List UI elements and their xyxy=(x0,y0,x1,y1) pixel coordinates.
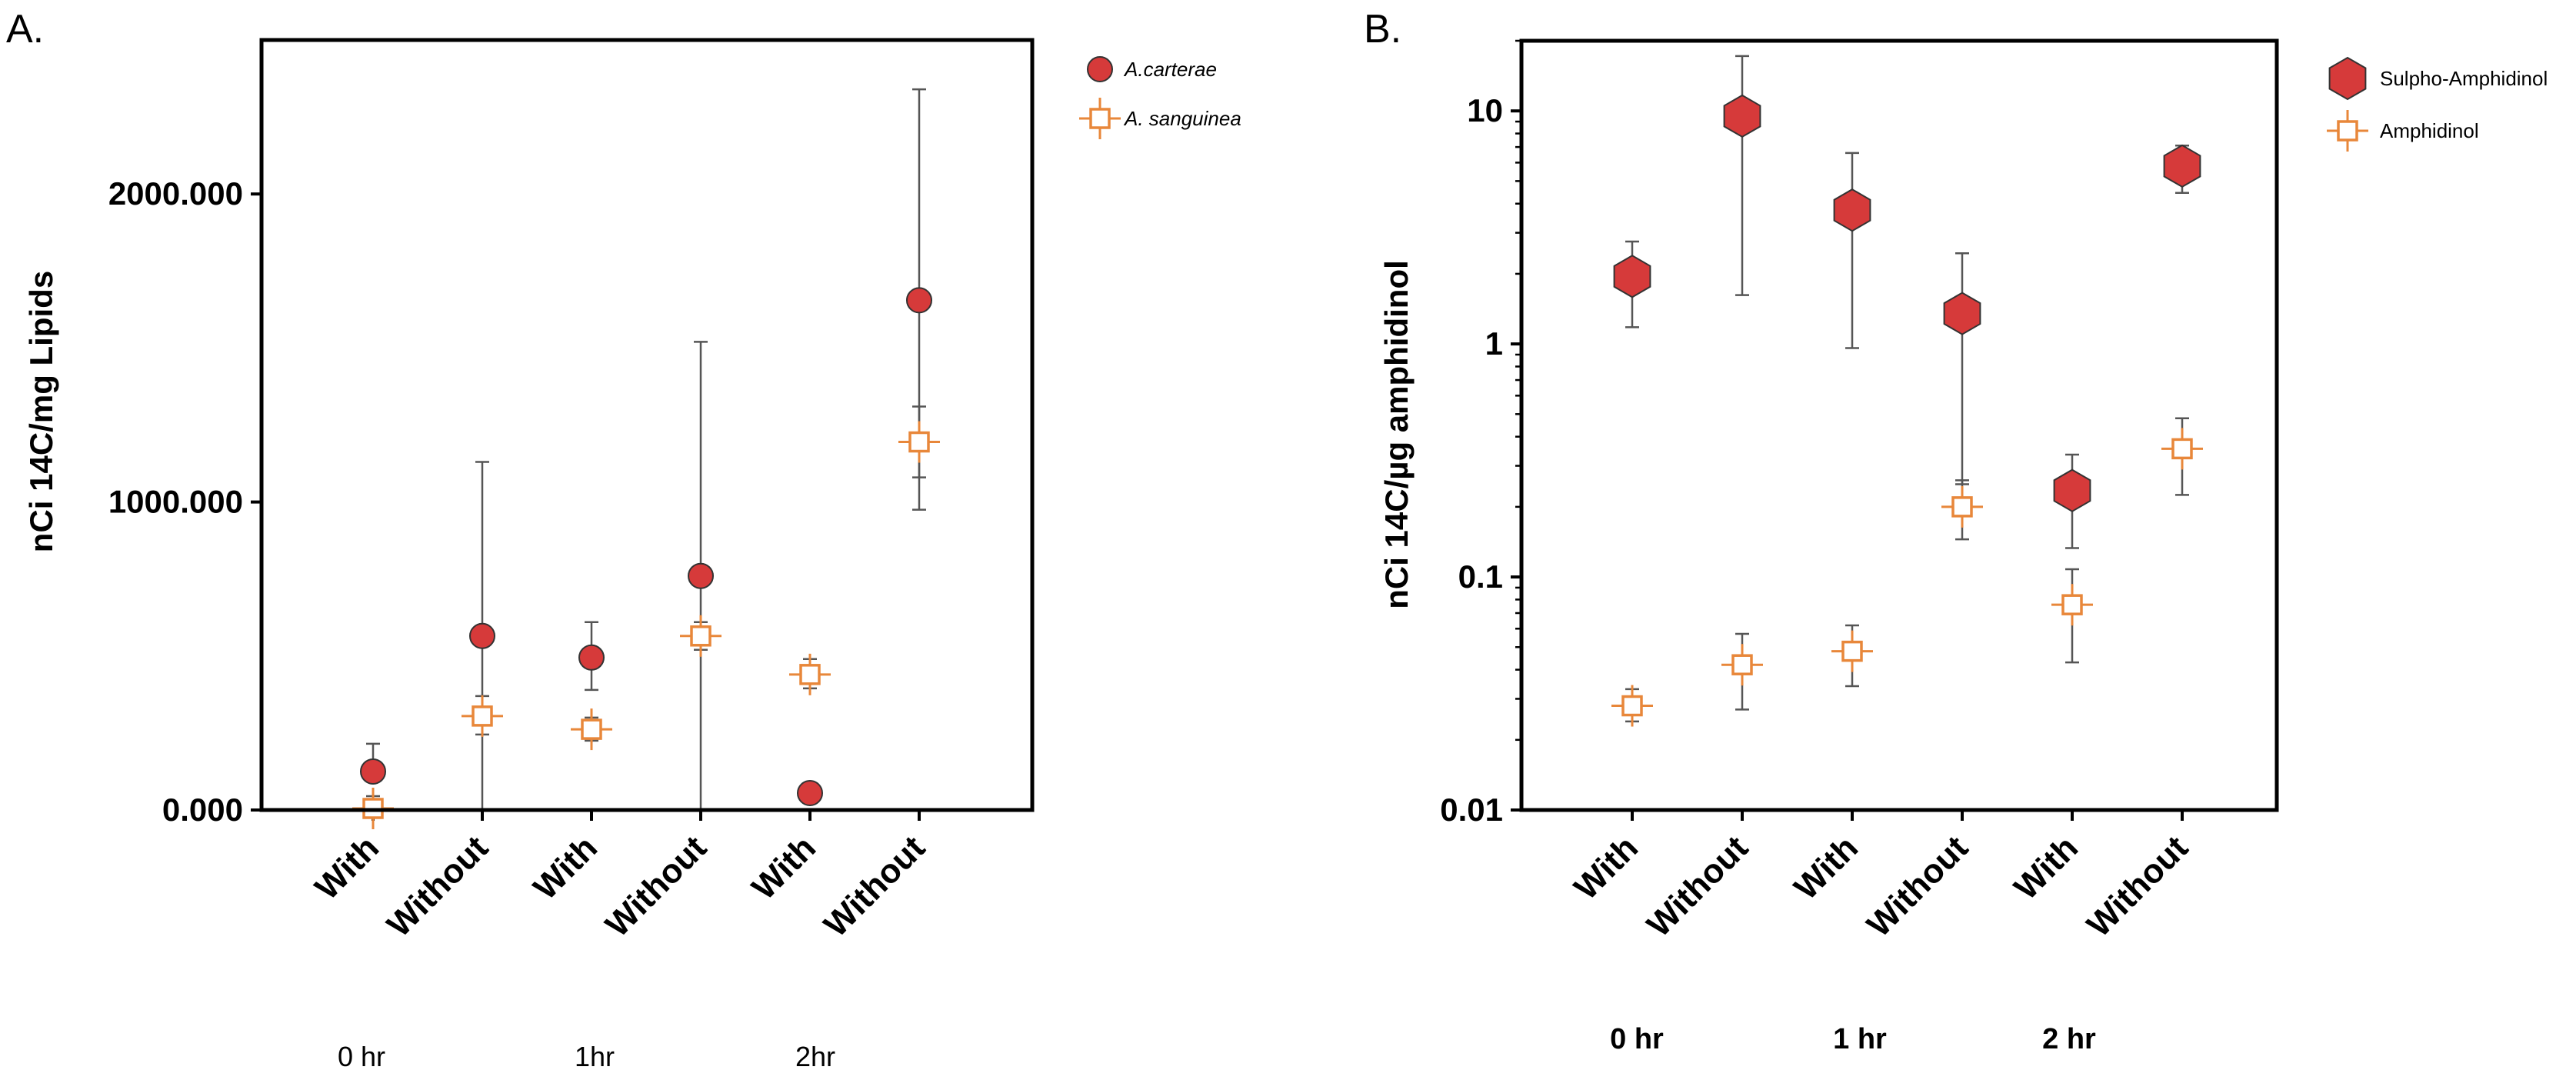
panel-b-category-label: Without xyxy=(2080,828,2195,944)
panel-a-point-a-carterae xyxy=(797,779,823,806)
panel-b-point-sulpho-amphidinol xyxy=(1943,292,1981,335)
panel-b-group-label: 2 hr xyxy=(2042,1023,2096,1055)
panel-b-y-tick-label: 0.1 xyxy=(1458,558,1503,595)
panel-b-point-sulpho-amphidinol xyxy=(2053,468,2091,512)
panel-b-y-tick-label: 0.01 xyxy=(1440,792,1503,828)
panel-a-y-tick-label: 1000.000 xyxy=(108,484,243,520)
panel-a-category-label: Without xyxy=(380,828,495,944)
panel-b-point-amphidinol xyxy=(2171,438,2193,460)
panel-a-category-label: With xyxy=(526,828,605,907)
panel-a-point-a-carterae xyxy=(360,758,386,785)
panel-b-category-label: Without xyxy=(1640,828,1755,944)
panel-b-category-label: Without xyxy=(1860,828,1975,944)
panel-a-marks xyxy=(352,88,940,829)
panel-b-legend-marker xyxy=(2328,56,2367,101)
panel-a-legend-marker xyxy=(1087,56,1113,82)
panel-a-point-a-sanguinea xyxy=(690,625,711,647)
panel-a-point-a-carterae xyxy=(906,287,932,314)
panel-a-legend-label: A.carterae xyxy=(1123,58,1217,81)
panel-b-marks xyxy=(1611,55,2203,727)
panel-b-point-sulpho-amphidinol xyxy=(1723,94,1761,138)
panel-a-point-a-sanguinea xyxy=(472,705,493,727)
panel-b-point-amphidinol xyxy=(1621,695,1643,717)
panel-a-letter: A. xyxy=(6,7,44,52)
panel-b-letter: B. xyxy=(1364,7,1401,52)
panel-a-y-axis-title: nCi 14C/mg Lipids xyxy=(23,271,59,552)
panel-a-legend-marker xyxy=(1089,108,1111,129)
panel-a-category-label: With xyxy=(745,828,823,907)
panel-b-point-amphidinol xyxy=(1951,496,1973,518)
panel-a-point-a-sanguinea xyxy=(799,664,821,685)
panel-b-group-label: 0 hr xyxy=(1610,1023,1664,1055)
panel-b-category-label: With xyxy=(2007,828,2085,907)
panel-b-legend-label: Amphidinol xyxy=(2380,119,2479,142)
panel-b-point-sulpho-amphidinol xyxy=(1613,255,1651,298)
panel-b-y-tick-label: 10 xyxy=(1467,92,1503,128)
panel-a-point-a-sanguinea xyxy=(908,431,930,453)
panel-b-point-amphidinol xyxy=(1841,640,1863,662)
panel-a-legend: A.carterae A. sanguinea xyxy=(1079,56,1241,139)
panel-b-point-amphidinol xyxy=(1731,654,1753,675)
panel-b-plot-frame xyxy=(1519,38,2279,812)
panel-a-group-label: 2hr xyxy=(795,1041,835,1072)
panel-b-legend-label: Sulpho-Amphidinol xyxy=(2380,67,2548,90)
panel-a-point-a-carterae xyxy=(578,644,605,671)
panel-a-category-label: With xyxy=(308,828,386,907)
panel-a-plot-frame xyxy=(259,38,1035,812)
panel-a-group-label: 1hr xyxy=(575,1041,615,1072)
panel-b-category-label: With xyxy=(1567,828,1645,907)
panel-b-point-sulpho-amphidinol xyxy=(2163,144,2201,188)
panel-a-y-tick-label: 0.000 xyxy=(162,792,243,828)
panel-b-group-label: 1 hr xyxy=(1833,1023,1887,1055)
panel-b-legend-marker xyxy=(2337,120,2358,142)
panel-b-point-amphidinol xyxy=(2061,594,2083,615)
panel-b-y-tick-label: 1 xyxy=(1485,325,1503,362)
panel-b-y-axis-title: nCi 14C/µg amphidinol xyxy=(1378,260,1415,609)
panel-a-point-a-carterae xyxy=(688,562,714,589)
panel-a: A. nCi 14C/mg Lipids 0.000 1000.000 2000.0… xyxy=(6,7,1241,1072)
panel-a-category-label: Without xyxy=(817,828,932,944)
panel-b: B. nCi 14C/µg amphidinol 0.010.1110WithW… xyxy=(1364,7,2548,1055)
panel-a-group-label: 0 hr xyxy=(338,1041,385,1072)
panel-b-category-label: With xyxy=(1787,828,1865,907)
panel-a-category-label: Without xyxy=(598,828,714,944)
panel-b-point-sulpho-amphidinol xyxy=(1833,188,1871,232)
panel-b-legend: Sulpho-Amphidinol Amphidinol xyxy=(2327,56,2548,152)
panel-a-legend-label: A. sanguinea xyxy=(1123,107,1241,130)
panel-a-y-tick-label: 2000.000 xyxy=(108,175,243,212)
panel-a-point-a-carterae xyxy=(469,622,495,649)
panel-a-point-a-sanguinea xyxy=(581,718,602,740)
